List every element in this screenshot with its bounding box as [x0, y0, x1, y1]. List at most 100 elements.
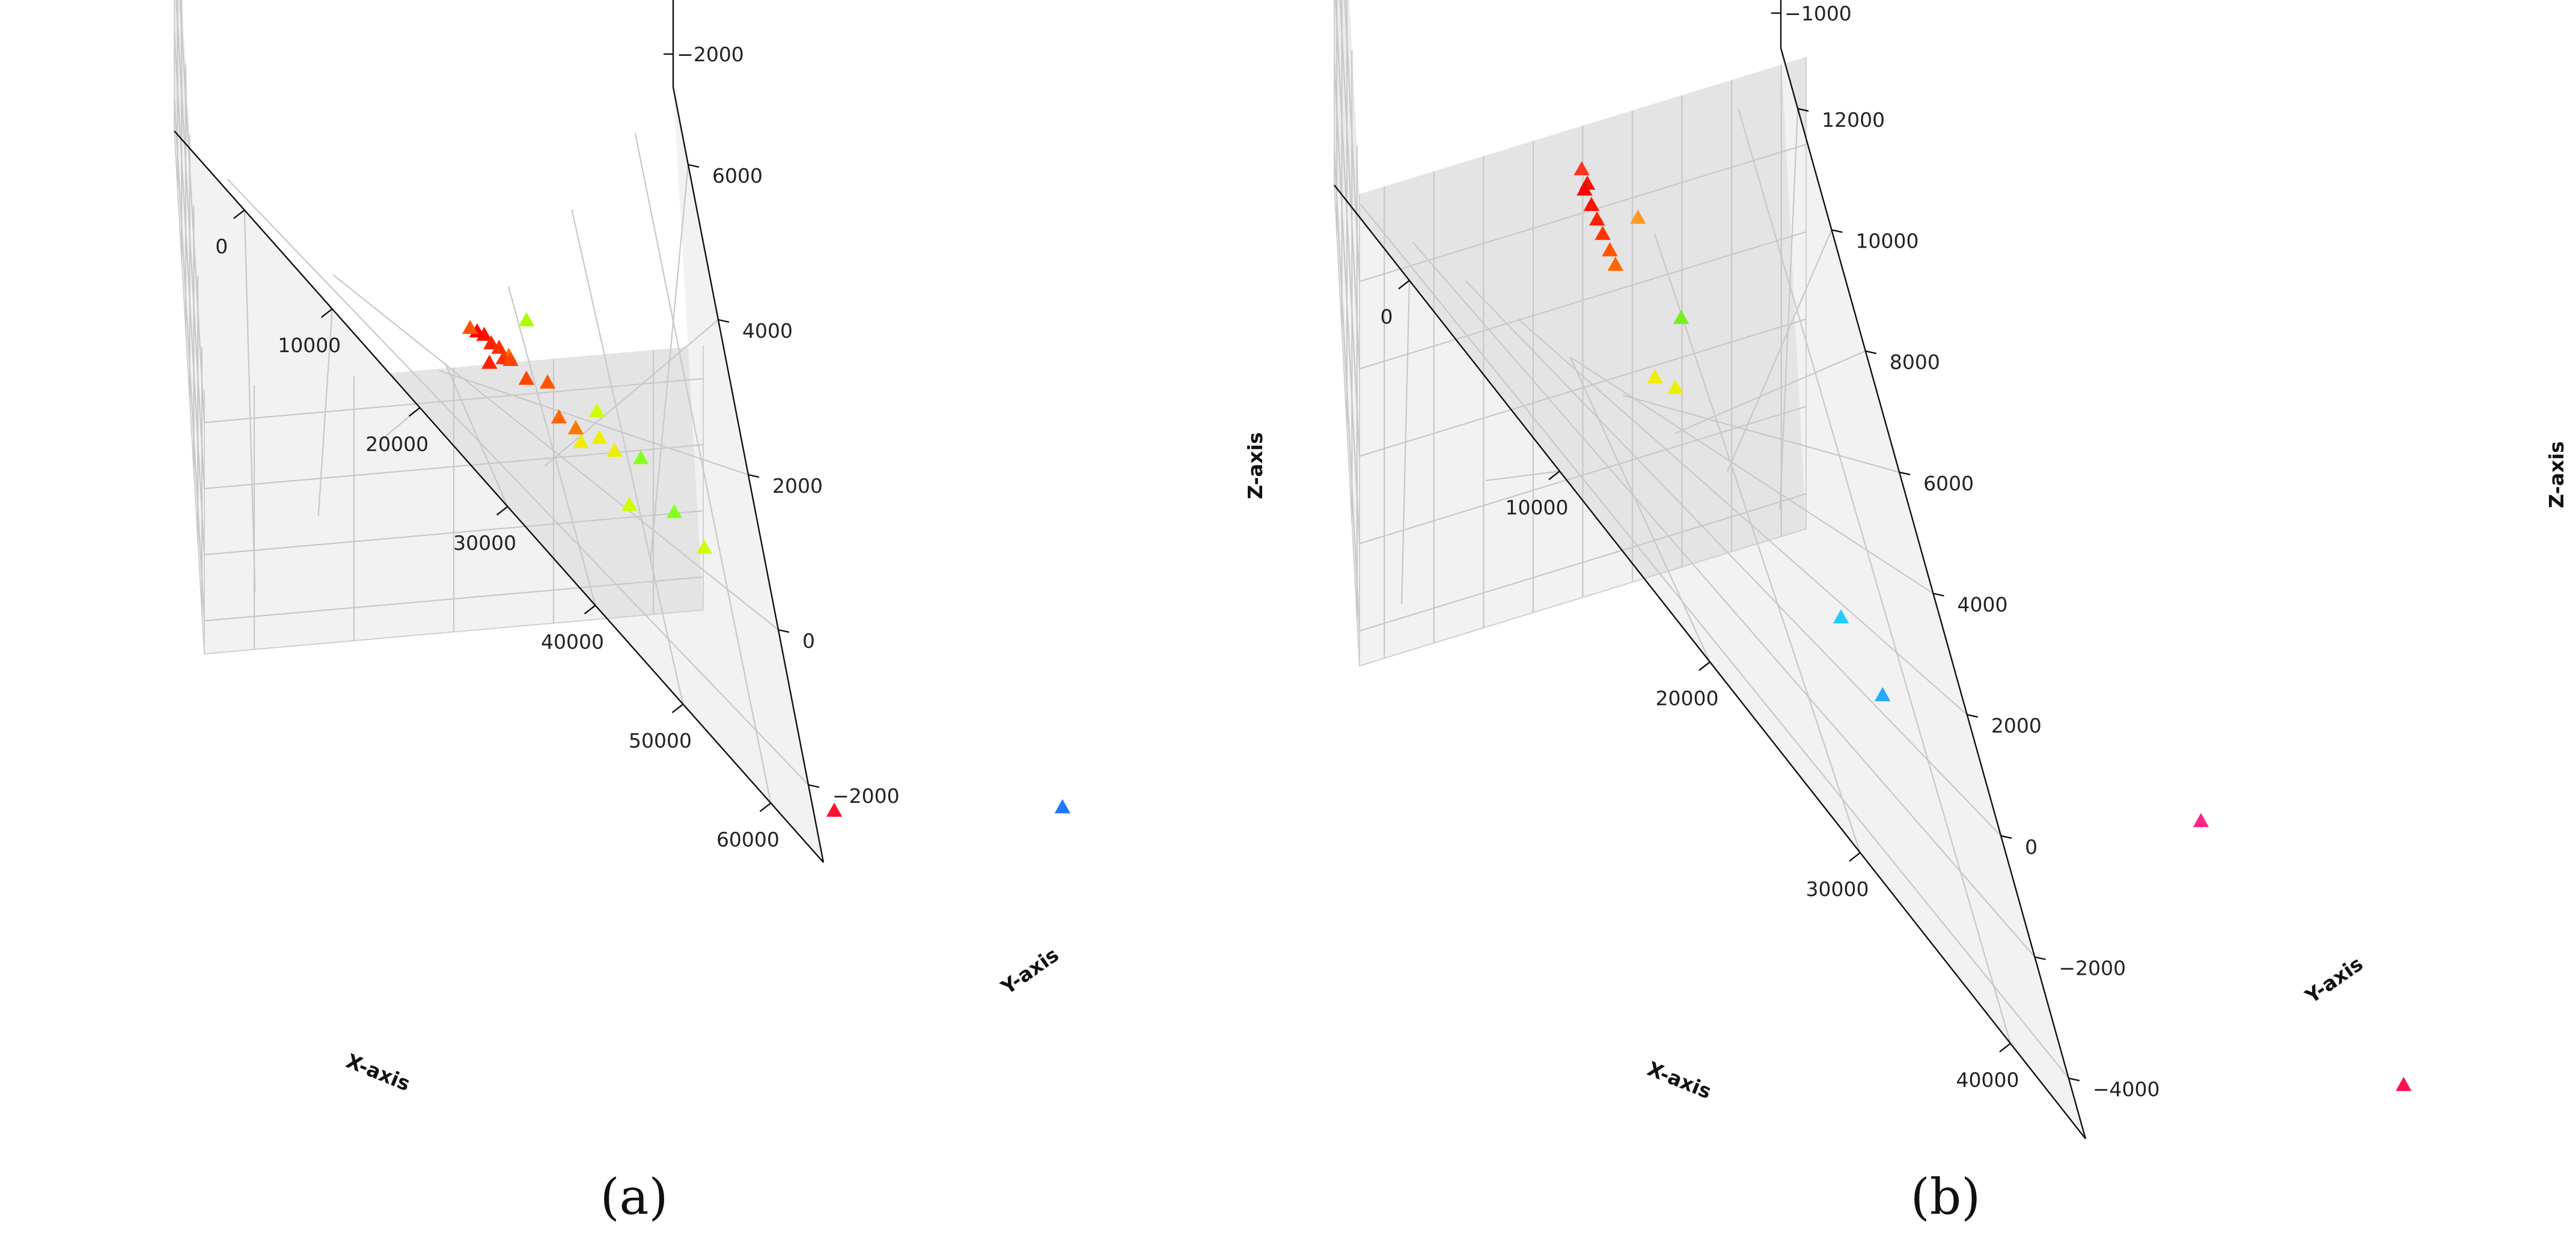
data-point: [588, 403, 605, 418]
data-point: [1630, 209, 1646, 224]
y-tick-mark: [2034, 956, 2046, 960]
x-tick-mark: [759, 802, 772, 812]
data-point: [502, 352, 519, 367]
x-tick-label: 50000: [629, 729, 692, 752]
y-gridline: [1727, 230, 1833, 472]
x-tick-label: 40000: [1956, 1068, 2019, 1091]
y-tick-mark: [1967, 713, 1979, 718]
x-tick-label: 0: [1381, 305, 1393, 329]
y-tick-mark: [1797, 108, 1809, 112]
x-tick-label: 30000: [453, 531, 516, 555]
x-tick-mark: [671, 703, 684, 713]
y-tick-mark: [1865, 350, 1877, 355]
x-gridline: [1738, 109, 2012, 1044]
y-tick-label: 0: [802, 629, 815, 653]
x-gridline: [1569, 356, 1711, 662]
data-point: [1607, 256, 1624, 271]
data-point: [551, 409, 567, 424]
data-point: [1583, 197, 1600, 212]
data-point: [1589, 211, 1605, 226]
x-tick-mark: [496, 505, 508, 516]
x-tick-mark: [1849, 852, 1861, 862]
data-point: [1647, 369, 1663, 384]
x-tick-mark: [408, 407, 421, 417]
y-gridline: [1569, 356, 1934, 594]
z-tick-label: −1000: [1784, 2, 1852, 25]
z-gridline: [1333, 62, 1807, 544]
x-axis-label: X-axis: [1644, 1056, 1715, 1103]
data-point: [1576, 181, 1593, 196]
y-tick-label: 0: [2025, 835, 2037, 859]
data-point: [2395, 1076, 2412, 1091]
y-gridline: [1412, 242, 2036, 958]
x-tick-label: 30000: [1806, 877, 1869, 901]
x-tick-mark: [320, 308, 333, 318]
z-gridline: [179, 0, 704, 424]
data-point: [483, 335, 499, 350]
x-axis-label: X-axis: [343, 1049, 414, 1096]
y-axis-label: Y-axis: [996, 943, 1063, 999]
data-point: [826, 802, 843, 817]
z-axis-label: Z-axis: [2545, 441, 2568, 508]
x-tick-mark: [1999, 1043, 2011, 1053]
y-tick-label: 6000: [1923, 472, 1974, 495]
y-tick-label: 2000: [1991, 714, 2042, 737]
z-gridline: [1335, 0, 1807, 457]
data-point: [696, 539, 712, 554]
data-point: [462, 320, 478, 334]
data-point: [518, 312, 535, 327]
data-point: [573, 433, 589, 448]
z-gridline: [173, 31, 704, 556]
y-tick-mark: [1831, 229, 1843, 233]
data-point: [539, 374, 556, 389]
data-point: [1673, 309, 1689, 324]
data-point: [481, 355, 498, 369]
z-gridline: [1344, 0, 1807, 282]
z-tick-label: −2000: [677, 43, 744, 66]
z-gridline: [173, 97, 704, 622]
y-tick-mark: [718, 319, 730, 323]
data-point: [1875, 687, 1891, 701]
data-point: [1595, 225, 1611, 240]
data-point: [666, 504, 683, 519]
data-point: [591, 430, 608, 444]
y-gridline: [1465, 280, 2001, 837]
y-tick-label: 4000: [742, 319, 793, 343]
x-gridline: [634, 133, 772, 803]
y-tick-label: −2000: [832, 784, 900, 808]
x-tick-mark: [1398, 279, 1410, 290]
y-tick-label: −4000: [2093, 1078, 2160, 1101]
y-gridline: [438, 370, 749, 476]
data-point: [1602, 242, 1618, 257]
x-tick-mark: [584, 605, 596, 615]
x-gridline: [444, 362, 508, 507]
x-gridline: [571, 209, 684, 705]
y-tick-mark: [2000, 835, 2012, 840]
y-tick-label: 4000: [1958, 593, 2008, 617]
chart-panel-b: 0 10000 20000 30000 40000 −4000 −2000 0 2000 4000…: [1333, 0, 2568, 1226]
data-point: [518, 370, 535, 385]
y-tick-mark: [808, 784, 820, 788]
panel-label: (a): [600, 1169, 668, 1226]
floor-pane: [1334, 48, 2086, 1139]
y-gridline: [1779, 108, 1799, 510]
data-point: [621, 496, 638, 511]
x-axis-line: [174, 130, 824, 863]
y-gridline: [544, 319, 719, 467]
x-tick-mark: [233, 209, 245, 219]
x-tick-label: 60000: [716, 828, 780, 851]
x-tick-label: 10000: [1506, 496, 1569, 519]
z-gridline: [1339, 0, 1807, 370]
y-tick-label: 2000: [772, 474, 823, 498]
panel-label: (b): [1911, 1169, 1980, 1226]
y-tick-label: 6000: [712, 164, 763, 187]
data-point: [633, 450, 649, 465]
x-tick-label: 0: [215, 235, 228, 258]
x-gridline: [507, 286, 596, 606]
y-gridline: [332, 274, 779, 630]
data-point: [1667, 379, 1683, 394]
x-tick-label: 40000: [541, 630, 604, 653]
data-point: [1054, 799, 1070, 814]
y-tick-mark: [688, 163, 700, 168]
